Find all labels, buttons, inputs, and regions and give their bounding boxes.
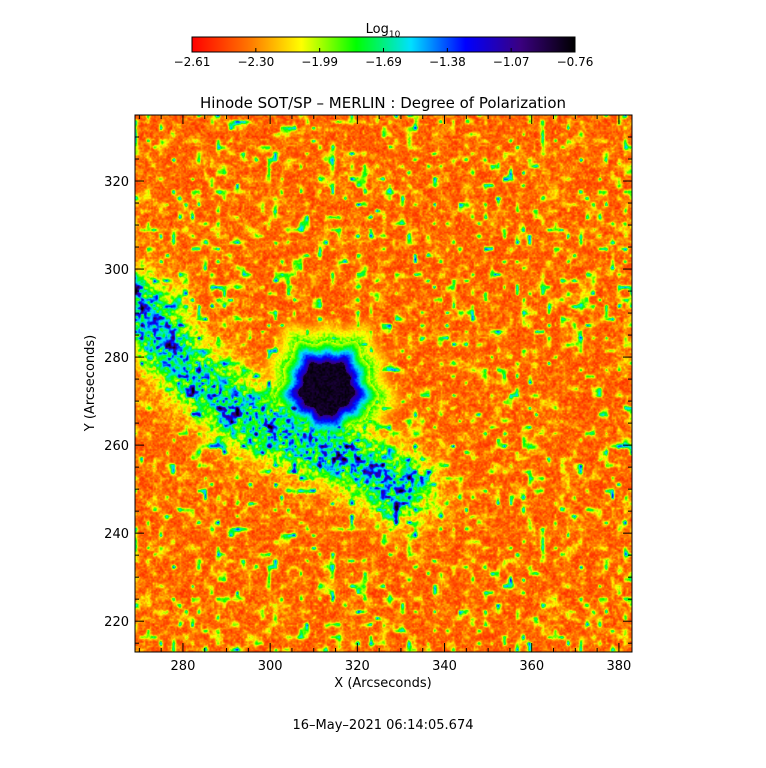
- colorbar: Log10 −2.61 −2.30 −1.99 −1.69 −1.38 −1.07 −0.7…: [174, 22, 594, 69]
- colorbar-tick-label: −2.30: [237, 55, 274, 69]
- x-tick-label: 360: [519, 659, 544, 674]
- y-tick-label: 320: [104, 175, 129, 190]
- colorbar-tick-label: −0.76: [557, 55, 594, 69]
- colorbar-label-subscript: 10: [389, 30, 401, 40]
- plot-frame: [134, 114, 633, 653]
- x-axis-ticks: 280 300 320 340 360 380: [138, 115, 632, 674]
- y-tick-label: 280: [104, 351, 129, 366]
- colorbar-tick-label: −1.38: [429, 55, 466, 69]
- y-tick-label: 260: [104, 439, 129, 454]
- polarization-map: [135, 115, 632, 652]
- y-axis-label: Y (Arcseconds): [83, 335, 98, 432]
- x-tick-label: 320: [345, 659, 370, 674]
- colorbar-tick-label: −1.07: [493, 55, 530, 69]
- colorbar-tick-label: −1.99: [301, 55, 338, 69]
- chart-title: Hinode SOT/SP – MERLIN : Degree of Polar…: [200, 94, 566, 112]
- y-axis-ticks: 220 240 260 280 300 320: [104, 114, 632, 644]
- y-tick-label: 240: [104, 527, 129, 542]
- colorbar-tick-label: −1.69: [365, 55, 402, 69]
- timestamp: 16–May–2021 06:14:05.674: [293, 718, 474, 733]
- colorbar-label: Log10: [366, 22, 401, 40]
- x-tick-label: 380: [607, 659, 632, 674]
- x-tick-label: 280: [171, 659, 196, 674]
- x-tick-label: 300: [258, 659, 283, 674]
- heatmap-image: [135, 115, 632, 652]
- y-tick-label: 300: [104, 263, 129, 278]
- x-tick-label: 340: [432, 659, 457, 674]
- y-tick-label: 220: [104, 615, 129, 630]
- colorbar-tick-label: −2.61: [174, 55, 211, 69]
- colorbar-ticks: −2.61 −2.30 −1.99 −1.69 −1.38 −1.07 −0.76: [174, 48, 594, 69]
- colorbar-label-base: Log: [366, 22, 389, 37]
- x-axis-label: X (Arcseconds): [334, 676, 431, 691]
